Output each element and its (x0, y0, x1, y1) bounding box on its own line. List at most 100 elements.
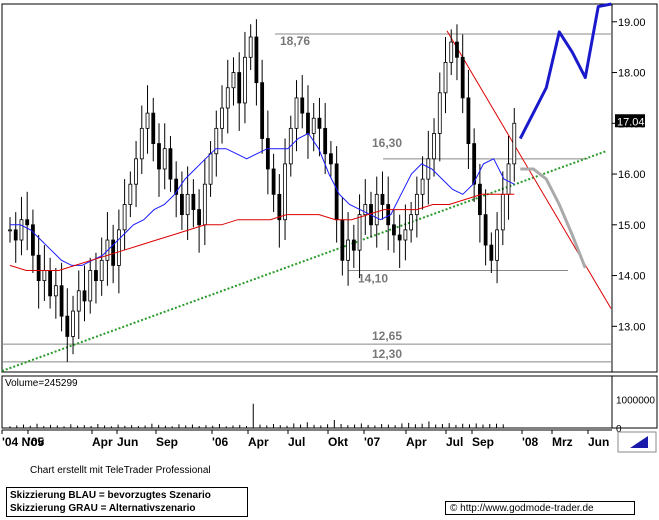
x-axis: '04 Nov'05 Apr Jun Sep '06 Apr Jul Okt '07 Apr Jul… (1, 429, 657, 453)
candle-body (489, 244, 494, 261)
x-tick-label: Jul (446, 435, 463, 449)
candle-body (82, 290, 87, 302)
candle-body (128, 183, 133, 205)
candle-body (231, 72, 236, 89)
price-tick-label: 15.00 (618, 220, 646, 232)
x-tick-label: Sep (156, 435, 178, 449)
candle-body (13, 229, 18, 241)
level-label: 12,30 (372, 347, 402, 361)
candle-body (157, 143, 161, 170)
candle-body (220, 107, 224, 129)
candle-body (460, 56, 465, 99)
level-label: 14,10 (358, 271, 388, 285)
x-tick-label: '05 (28, 435, 45, 449)
candle-body (53, 285, 58, 297)
candle-body (42, 270, 47, 282)
candle-body (31, 224, 35, 256)
candle-body (48, 270, 53, 297)
x-tick-label: Apr (406, 435, 427, 449)
copyright-symbol: © (450, 503, 458, 514)
candle-body (317, 117, 322, 129)
candle-body (94, 270, 98, 282)
candle-body (254, 36, 259, 84)
x-tick-label: '04 Nov (2, 435, 45, 449)
candle-body (403, 229, 408, 241)
candle-body (374, 193, 379, 226)
candle-body (455, 41, 459, 58)
candle-body (237, 72, 242, 104)
x-tick-label: Jul (288, 435, 305, 449)
volume-label: Volume=245299 (5, 378, 78, 389)
x-tick-label: '08 (522, 435, 539, 449)
x-tick-label: Jun (588, 435, 609, 449)
x-tick-label: Apr (92, 435, 113, 449)
chart-scroll-icon (617, 431, 657, 453)
scenario-grey (520, 167, 587, 269)
price-panel: 19.0018.0017.0016.0015.0014.0013.0017.04… (1, 2, 658, 373)
source-url[interactable]: http://www.godmode-trader.de (460, 503, 594, 514)
candle-body (392, 224, 396, 236)
candle-body (443, 61, 448, 94)
candle-body (202, 183, 207, 226)
candle-body (380, 193, 385, 205)
price-tick-label: 13.00 (618, 321, 646, 333)
uptrend-line (1, 150, 607, 372)
candle-body (432, 133, 436, 160)
scenario-blue (518, 2, 612, 140)
candle-body (386, 204, 391, 226)
candle-body (88, 270, 93, 302)
candle-body (512, 122, 517, 165)
candle-body (477, 183, 482, 216)
candle-body (294, 97, 299, 129)
candle-body (71, 310, 75, 337)
x-tick-label: Okt (328, 435, 348, 449)
price-axis-frame (611, 3, 658, 373)
candle-body (495, 229, 499, 261)
candle-body (139, 127, 144, 160)
price-frame (1, 3, 613, 373)
candle-body (323, 127, 328, 155)
volume-frame (1, 375, 613, 429)
candle-body (8, 229, 12, 232)
candle-body (260, 82, 265, 139)
source-link[interactable]: © http://www.godmode-trader.de (445, 501, 635, 515)
price-tick-label: 18.00 (618, 68, 646, 80)
volume-tick-label: 0 (616, 424, 622, 435)
candle-body (197, 209, 202, 226)
candle-body (122, 204, 127, 231)
candle-body (185, 193, 190, 216)
ma-red (9, 193, 515, 271)
candle-body (466, 97, 471, 144)
candle-body (134, 158, 138, 185)
candle-body (116, 229, 121, 266)
candle-body (506, 163, 511, 195)
candle-body (271, 168, 276, 195)
candle-body (283, 163, 287, 221)
candle-body (300, 97, 305, 114)
candle-body (351, 239, 356, 251)
candle-body (500, 193, 505, 231)
volume-axis-frame (611, 375, 658, 429)
candle-body (214, 127, 219, 155)
chart-scroll-glyph (630, 436, 648, 448)
x-tick-label: Apr (248, 435, 269, 449)
candle-body (162, 148, 167, 170)
candle-body (65, 315, 70, 337)
candle-body (99, 259, 104, 282)
level-label: 12,65 (372, 329, 402, 343)
candle-body (208, 153, 213, 185)
candle-body (414, 193, 419, 216)
candle-body (306, 112, 310, 134)
candle-body (426, 158, 431, 180)
candle-body (36, 254, 41, 282)
candle-body (248, 36, 253, 58)
x-tick-label: '07 (364, 435, 381, 449)
candle-body (168, 148, 173, 180)
current-price-badge (615, 114, 645, 128)
candle-body (174, 178, 179, 195)
candle-body (340, 219, 345, 261)
volume-panel: Volume=245299 1000000 0 (1, 375, 658, 435)
candle-body (25, 219, 30, 226)
candle-body (191, 193, 196, 210)
price-tick-label: 14.00 (618, 271, 646, 283)
